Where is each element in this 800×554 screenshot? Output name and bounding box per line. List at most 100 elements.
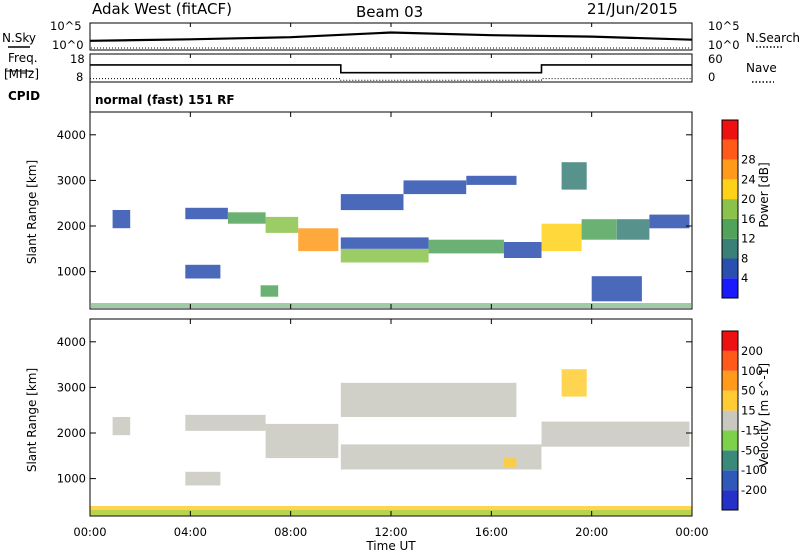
power-cell-9 bbox=[428, 239, 504, 254]
nsky-left-tick-top: 10^5 bbox=[50, 19, 82, 33]
nsky-right-tick-bottom: 10^0 bbox=[708, 38, 740, 52]
power-cell-7 bbox=[340, 248, 429, 263]
velocity-cell-8 bbox=[561, 369, 587, 397]
velocity-colorbar-swatch-3 bbox=[722, 430, 738, 451]
power-heatmap bbox=[91, 162, 691, 308]
velocity-panel bbox=[89, 318, 693, 517]
velocity-heatmap bbox=[90, 369, 692, 516]
x-tick-label-0: 00:00 bbox=[73, 525, 106, 539]
cpid-label: CPID bbox=[8, 89, 40, 103]
x-tick-label-1: 04:00 bbox=[174, 525, 207, 539]
nave-label: Nave bbox=[746, 61, 777, 75]
x-tick-label-6: 00:00 bbox=[675, 525, 708, 539]
station-title: Adak West (fitACF) bbox=[92, 0, 232, 18]
power-ytick-label-2: 3000 bbox=[57, 173, 86, 187]
velocity-colorbar-swatch-8 bbox=[722, 331, 738, 351]
freq-label-line1: Freq. bbox=[8, 51, 38, 65]
velocity-y-ticks: 1000 2000 3000 4000 bbox=[57, 335, 692, 486]
velocity-ytick-label-3: 4000 bbox=[57, 335, 86, 349]
freq-left-tick-top: 18 bbox=[70, 52, 85, 66]
power-cell-8 bbox=[340, 237, 429, 249]
velocity-colorbar-tick-1: 100 bbox=[741, 364, 763, 378]
velocity-colorbar-swatch-1 bbox=[722, 470, 738, 491]
power-colorbar: 4 8 12 16 20 24 28 bbox=[721, 119, 756, 299]
power-colorbar-swatch-4 bbox=[722, 199, 738, 219]
power-cell-13 bbox=[466, 175, 517, 185]
nsky-left-tick-bottom: 10^0 bbox=[52, 38, 84, 52]
power-colorbar-tick-1: 8 bbox=[741, 251, 748, 265]
velocity-colorbar-tick-0: 200 bbox=[741, 344, 763, 358]
velocity-ytick-label-0: 1000 bbox=[57, 472, 86, 486]
power-colorbar-swatch-8 bbox=[722, 120, 738, 140]
power-cell-18 bbox=[561, 162, 587, 190]
power-cell-1 bbox=[185, 207, 228, 220]
x-axis-ticks: 00:00 04:00 08:00 12:00 16:00 20:00 00:00 bbox=[73, 23, 709, 539]
nsearch-label: N.Search bbox=[746, 31, 800, 45]
power-cell-14 bbox=[541, 223, 582, 252]
nave-right-tick-bottom: 0 bbox=[708, 70, 715, 84]
power-cell-6 bbox=[260, 285, 279, 297]
power-cell-17 bbox=[649, 214, 690, 229]
x-axis-label: Time UT bbox=[365, 539, 416, 553]
velocity-colorbar-frame bbox=[721, 330, 739, 511]
velocity-colorbar-tick-6: -100 bbox=[741, 463, 767, 477]
velocity-ytick-label-2: 3000 bbox=[57, 380, 86, 394]
nsky-trace bbox=[89, 31, 693, 49]
freq-left-tick-bottom: 8 bbox=[76, 70, 83, 84]
velocity-colorbar-tick-2: 50 bbox=[741, 384, 756, 398]
velocity-cell-0 bbox=[112, 417, 131, 436]
x-tick-label-3: 12:00 bbox=[374, 525, 407, 539]
power-cell-11 bbox=[340, 194, 404, 211]
velocity-colorbar-swatch-5 bbox=[722, 390, 738, 411]
power-cell-0 bbox=[112, 210, 131, 229]
velocity-colorbar-tick-4: -15 bbox=[741, 423, 760, 437]
power-ytick-label-0: 1000 bbox=[57, 265, 86, 279]
nsky-right-tick-top: 10^5 bbox=[708, 19, 740, 33]
velocity-cell-3 bbox=[185, 471, 221, 486]
power-cell-2 bbox=[228, 212, 266, 224]
velocity-colorbar: 200 100 50 15 -15 -50 -100 -200 bbox=[721, 330, 767, 511]
freq-label-line2: [MHz] bbox=[4, 67, 39, 81]
velocity-colorbar-swatch-2 bbox=[722, 450, 738, 471]
x-tick-label-5: 20:00 bbox=[575, 525, 608, 539]
velocity-cell-5 bbox=[503, 458, 517, 468]
velocity-colorbar-tick-7: -200 bbox=[741, 483, 767, 497]
velocity-cell-2 bbox=[265, 423, 339, 459]
power-colorbar-swatch-5 bbox=[722, 179, 738, 200]
velocity-colorbar-swatch-7 bbox=[722, 350, 738, 371]
x-tick-label-2: 08:00 bbox=[274, 525, 307, 539]
power-cell-15 bbox=[581, 219, 617, 240]
power-ylabel: Slant Range [km] bbox=[25, 160, 39, 264]
freq-panel bbox=[89, 53, 693, 83]
beam-title: Beam 03 bbox=[356, 3, 423, 21]
power-ytick-label-1: 2000 bbox=[57, 219, 86, 233]
velocity-cell-7 bbox=[541, 421, 690, 447]
power-colorbar-swatch-6 bbox=[722, 159, 738, 180]
power-colorbar-swatch-1 bbox=[722, 258, 738, 279]
power-colorbar-tick-3: 16 bbox=[741, 212, 756, 226]
power-cell-19 bbox=[591, 276, 642, 302]
power-colorbar-tick-0: 4 bbox=[741, 271, 748, 285]
power-colorbar-swatch-3 bbox=[722, 218, 738, 239]
velocity-ylabel: Slant Range [km] bbox=[25, 368, 39, 472]
power-colorbar-frame bbox=[721, 119, 739, 299]
velocity-colorbar-tick-3: 15 bbox=[741, 404, 756, 418]
freq-series-line bbox=[90, 64, 692, 74]
power-cell-3 bbox=[265, 216, 299, 233]
power-colorbar-swatch-0 bbox=[722, 278, 738, 298]
nave-right-tick-top: 60 bbox=[708, 52, 723, 66]
power-ytick-label-3: 4000 bbox=[57, 128, 86, 142]
power-cell-16 bbox=[616, 219, 650, 240]
velocity-colorbar-label: Velocity [m s^-1] bbox=[757, 363, 771, 467]
power-cell-12 bbox=[403, 180, 467, 195]
power-colorbar-tick-4: 20 bbox=[741, 192, 756, 206]
velocity-cell-1 bbox=[185, 414, 266, 431]
freq-trace bbox=[90, 64, 692, 81]
power-colorbar-swatch-7 bbox=[722, 139, 738, 160]
nave-series-line bbox=[90, 78, 692, 81]
cpid-text: normal (fast) 151 RF bbox=[95, 93, 235, 107]
power-cell-10 bbox=[503, 242, 542, 258]
velocity-ytick-label-1: 2000 bbox=[57, 426, 86, 440]
x-tick-label-4: 16:00 bbox=[475, 525, 508, 539]
